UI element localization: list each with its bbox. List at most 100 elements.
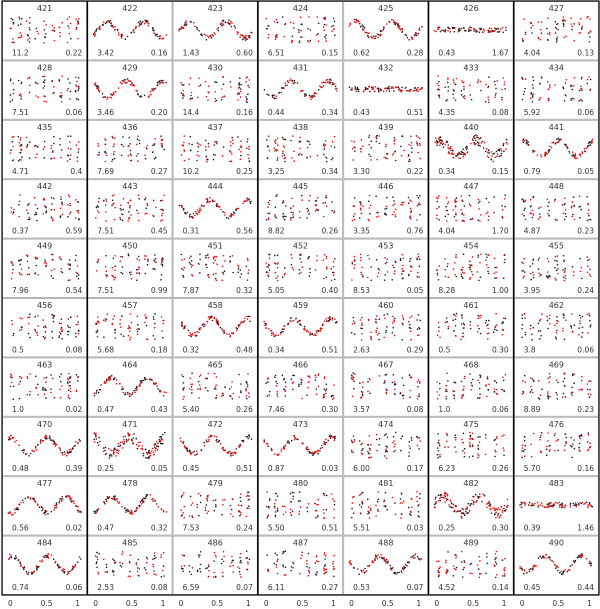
data-point [191, 516, 194, 519]
data-point [455, 315, 457, 317]
data-point [61, 204, 63, 206]
panel-id-label: 428 [37, 63, 52, 72]
panel-right-label: 0.26 [321, 227, 338, 236]
data-point [247, 437, 249, 440]
data-point [487, 270, 489, 273]
data-point [111, 135, 113, 138]
data-point [570, 205, 573, 208]
data-point [353, 146, 355, 148]
data-point [212, 158, 215, 161]
panel-right-label: 0.30 [492, 345, 509, 354]
data-point [324, 156, 327, 158]
data-point [275, 18, 278, 21]
data-point [198, 263, 200, 266]
panel-id-label: 477 [37, 479, 52, 488]
data-point [393, 381, 396, 383]
data-point [402, 384, 405, 387]
data-point [108, 457, 111, 459]
panel-frame [172, 476, 258, 536]
data-point [165, 81, 167, 84]
panel-left-label: 0.47 [97, 405, 114, 414]
data-point [549, 33, 551, 36]
data-point [10, 277, 13, 280]
data-point [409, 323, 411, 326]
data-point [280, 450, 282, 452]
data-point [240, 383, 242, 385]
panel-frame [428, 298, 514, 358]
data-point [409, 216, 411, 219]
data-point [385, 373, 388, 376]
data-point [232, 454, 234, 457]
panel-id-label: 472 [208, 420, 223, 429]
data-point [282, 138, 285, 141]
data-point [213, 144, 216, 146]
data-point [324, 35, 326, 38]
data-point [61, 21, 63, 24]
data-point [51, 269, 53, 272]
data-point [229, 255, 231, 258]
data-point [419, 137, 421, 140]
data-point [298, 510, 301, 513]
data-point [563, 314, 565, 317]
panel-frame [513, 416, 600, 477]
data-point [570, 444, 572, 447]
data-point [306, 207, 309, 210]
data-point [245, 435, 247, 438]
data-point [578, 195, 581, 197]
data-point [401, 314, 404, 317]
data-point [43, 85, 46, 87]
data-point [581, 151, 584, 153]
data-point [437, 441, 439, 444]
data-point [333, 211, 335, 214]
data-point [570, 99, 572, 101]
data-point [531, 339, 533, 341]
data-point [224, 21, 227, 24]
data-point [523, 455, 526, 458]
data-point [581, 89, 583, 91]
data-point [315, 34, 318, 36]
data-point [42, 75, 44, 78]
data-point [44, 336, 46, 339]
data-point [393, 211, 396, 213]
data-point [162, 433, 164, 436]
data-point [11, 262, 13, 265]
data-point [58, 500, 61, 502]
data-point [282, 215, 284, 218]
data-point [236, 33, 239, 35]
data-point [439, 388, 441, 390]
data-point [332, 25, 335, 27]
data-point [410, 439, 413, 441]
data-point [246, 200, 248, 202]
data-point [235, 448, 238, 450]
data-point [326, 267, 328, 270]
data-point [393, 440, 395, 442]
data-point [548, 148, 551, 151]
data-point [419, 319, 421, 322]
data-point [222, 499, 224, 501]
data-point [385, 145, 387, 148]
data-point [531, 378, 534, 380]
data-point [267, 381, 269, 383]
data-point [501, 88, 503, 91]
data-point [417, 203, 420, 206]
data-point [68, 372, 70, 375]
data-point [42, 439, 45, 442]
data-point [193, 21, 195, 24]
data-point [476, 271, 479, 273]
data-point [556, 393, 558, 396]
data-point [19, 145, 21, 147]
data-point [149, 90, 152, 93]
data-point [94, 34, 96, 36]
data-point [122, 436, 125, 438]
data-point [546, 271, 549, 273]
data-point [114, 255, 116, 257]
data-point [69, 213, 71, 215]
data-point [315, 510, 318, 512]
data-point [497, 149, 499, 151]
data-point [37, 394, 39, 396]
data-point [418, 142, 421, 145]
data-point [383, 382, 385, 384]
data-point [298, 385, 300, 388]
